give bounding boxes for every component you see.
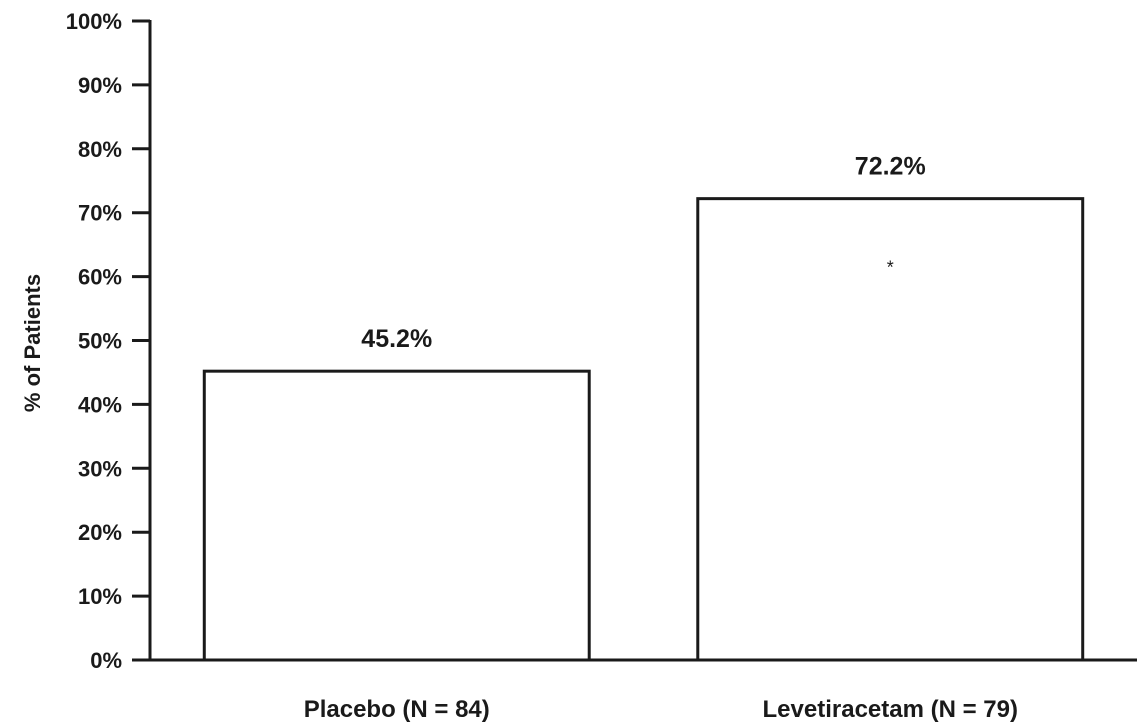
data-label-1: 45.2% xyxy=(361,325,432,353)
y-tick-label: 80% xyxy=(78,137,122,162)
y-axis-ticks: 0% 10% 20% 30% 40% 50% 60% 70% 80% 90% 100% xyxy=(66,9,150,673)
category-labels: Placebo (N = 84) Levetiracetam (N = 79) xyxy=(304,696,1018,723)
bar-2 xyxy=(696,197,1085,662)
y-tick-label: 90% xyxy=(78,73,122,98)
y-tick-label: 100% xyxy=(66,9,122,34)
y-tick-label: 50% xyxy=(78,329,122,354)
y-tick-label: 0% xyxy=(90,648,122,673)
significance-marker: * xyxy=(887,258,894,278)
y-tick-label: 60% xyxy=(78,265,122,290)
category-label-1: Placebo (N = 84) xyxy=(304,696,490,723)
y-tick-label: 20% xyxy=(78,520,122,545)
y-tick-label: 10% xyxy=(78,584,122,609)
y-tick-label: 40% xyxy=(78,392,122,417)
y-tick-label: 30% xyxy=(78,456,122,481)
bar-1 xyxy=(202,369,591,662)
y-axis-title: % of Patients xyxy=(20,274,45,412)
bars xyxy=(202,197,1085,662)
data-labels: 45.2% 72.2% xyxy=(361,153,925,354)
y-tick-label: 70% xyxy=(78,201,122,226)
data-label-2: 72.2% xyxy=(855,153,926,181)
category-label-2: Levetiracetam (N = 79) xyxy=(763,696,1018,723)
